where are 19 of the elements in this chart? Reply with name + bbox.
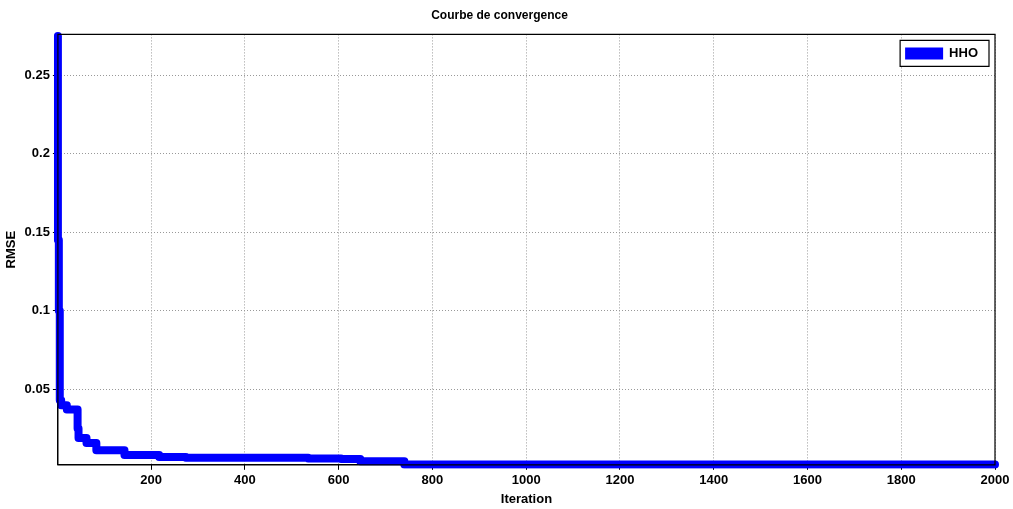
x-tick-label: 400 [234, 472, 256, 488]
x-tick-label: 600 [327, 472, 350, 488]
y-tick-label: 0.1 [31, 302, 50, 318]
x-axis-title: Iteration [500, 490, 553, 506]
x-tick-label: 1600 [793, 472, 822, 488]
y-tick-label: 0.25 [24, 66, 50, 82]
x-tick-label: 1800 [886, 472, 916, 488]
x-tick-label: 1400 [699, 472, 729, 488]
x-tick-label: 1000 [511, 472, 541, 488]
y-tick-label: 0.05 [24, 380, 50, 396]
x-tick-label: 200 [140, 472, 163, 488]
x-tick-label: 1200 [605, 472, 635, 488]
legend-label: HHO [949, 44, 978, 60]
y-axis-title: RMSE [3, 230, 19, 269]
x-tick-label: 2000 [980, 472, 1010, 488]
y-tick-label: 0.15 [24, 223, 50, 239]
chart-title: Courbe de convergence [431, 7, 569, 22]
y-tick-label: 0.2 [31, 145, 50, 161]
x-tick-label: 800 [421, 472, 444, 488]
